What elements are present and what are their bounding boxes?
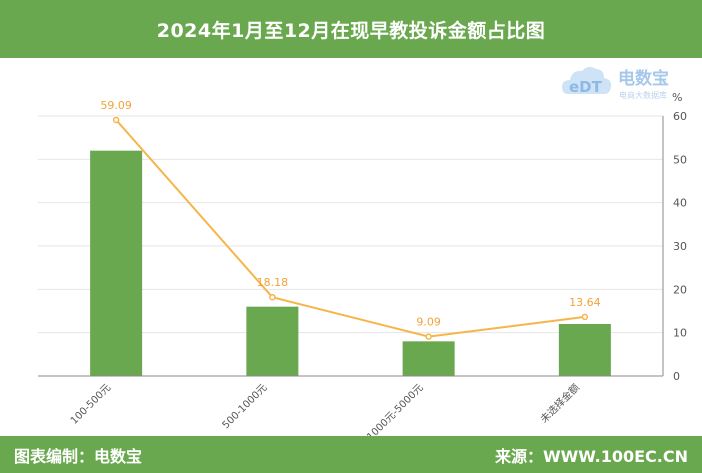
bar — [90, 150, 143, 376]
brand-logo: eDT 电数宝 电商大数据库 — [562, 66, 669, 100]
y-tick-label: 30 — [673, 240, 687, 253]
x-tick-label: 500-1000元 — [221, 382, 270, 431]
data-label: 9.09 — [416, 316, 441, 329]
line-point — [112, 116, 120, 124]
line-point — [425, 333, 432, 340]
bar — [402, 341, 455, 376]
line-point — [581, 313, 589, 321]
y-tick-label: 0 — [673, 370, 680, 383]
x-tick-label: 1000元-5000元 — [365, 382, 425, 436]
chart-title: 2024年1月至12月在现早教投诉金额占比图 — [156, 19, 546, 42]
data-label: 59.09 — [100, 99, 132, 112]
chart-header: 2024年1月至12月在现早教投诉金额占比图 — [0, 0, 702, 58]
logo-subtitle: 电商大数据库 — [619, 90, 667, 100]
y-tick-label: 10 — [673, 327, 687, 340]
y-tick-label: 40 — [673, 197, 687, 210]
x-tick-label: 100-500元 — [69, 382, 113, 426]
chart-area: 59.09 18.18 9.09 13.64 0 10 20 30 40 50 60% 100-50… — [38, 91, 687, 436]
y-tick-label: 50 — [673, 153, 687, 166]
footer-credit: 图表编制：电数宝 — [14, 446, 143, 466]
logo-mark: eDT — [569, 78, 603, 96]
footer-source: 来源：WWW.100EC.CN — [494, 446, 688, 466]
y-unit-label: % — [672, 91, 682, 104]
chart-footer: 图表编制：电数宝 来源：WWW.100EC.CN — [0, 436, 702, 473]
logo-brand: 电数宝 — [618, 68, 669, 89]
data-label: 13.64 — [569, 296, 601, 309]
cloud-icon — [562, 66, 612, 94]
x-tick-label: 未选择金额 — [537, 381, 582, 426]
bar — [558, 324, 611, 376]
bar — [246, 306, 299, 376]
y-tick-label: 20 — [673, 283, 687, 296]
line-series — [115, 119, 586, 338]
data-label: 18.18 — [257, 276, 289, 289]
y-tick-label: 60 — [673, 110, 687, 123]
line-point — [269, 293, 276, 301]
